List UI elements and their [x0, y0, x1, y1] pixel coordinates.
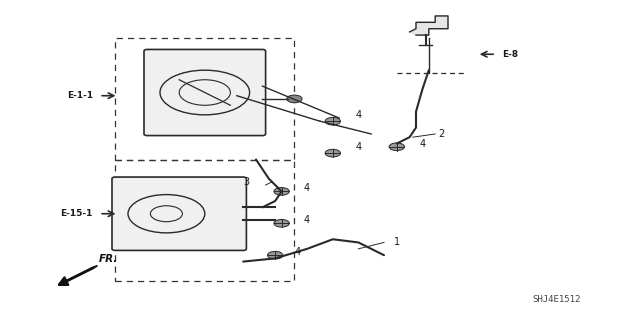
Text: 4: 4 [355, 142, 362, 152]
Circle shape [389, 143, 404, 151]
FancyBboxPatch shape [144, 49, 266, 136]
Text: SHJ4E1512: SHJ4E1512 [532, 295, 581, 304]
Circle shape [268, 251, 283, 259]
Text: 4: 4 [419, 138, 426, 149]
Text: E-1-1: E-1-1 [67, 91, 93, 100]
Text: FR.: FR. [99, 254, 118, 264]
Text: 4: 4 [304, 215, 310, 225]
Text: E-8: E-8 [502, 50, 518, 59]
Text: 4: 4 [304, 183, 310, 193]
Text: 2: 2 [438, 129, 445, 139]
Text: 1: 1 [394, 237, 400, 248]
Text: 4: 4 [355, 110, 362, 120]
Circle shape [325, 117, 340, 125]
Text: 3: 3 [243, 177, 250, 187]
Circle shape [274, 188, 289, 195]
FancyBboxPatch shape [112, 177, 246, 250]
Text: E-15-1: E-15-1 [60, 209, 93, 218]
Polygon shape [410, 16, 448, 35]
Circle shape [325, 149, 340, 157]
Circle shape [274, 219, 289, 227]
Text: 4: 4 [294, 247, 301, 257]
Circle shape [287, 95, 302, 103]
